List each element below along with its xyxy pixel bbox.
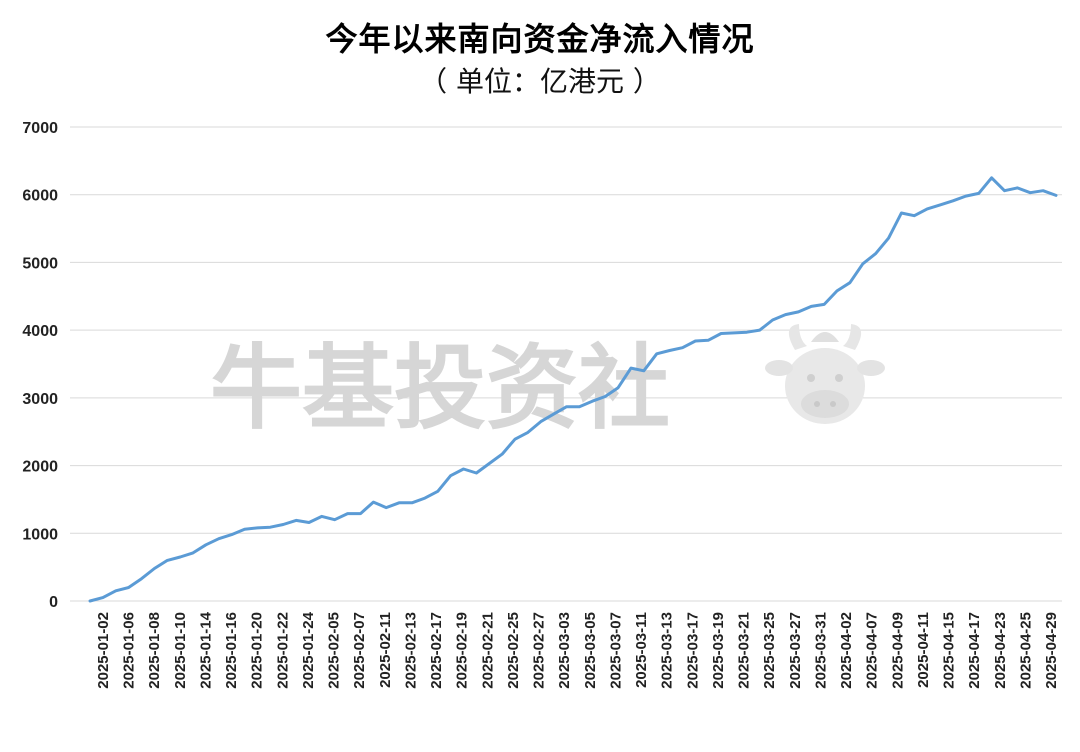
x-tick-label: 2025-03-27 <box>787 612 804 689</box>
x-tick-label: 2025-04-09 <box>889 612 906 689</box>
x-tick-label: 2025-04-23 <box>992 612 1009 689</box>
x-tick-label: 2025-04-02 <box>838 612 855 689</box>
x-tick-label: 2025-02-21 <box>479 612 496 689</box>
series-line-south-flow <box>88 176 1058 603</box>
x-tick-label: 2025-02-11 <box>377 612 394 688</box>
x-tick-label: 2025-01-06 <box>121 612 138 689</box>
y-tick-label: 6000 <box>22 188 58 205</box>
y-tick-label: 1000 <box>22 526 58 543</box>
x-tick-label: 2025-03-05 <box>582 612 599 689</box>
chart-subtitle: （ 单位：亿港元 ） <box>419 65 661 98</box>
x-tick-label: 2025-02-05 <box>326 612 343 689</box>
y-tick-label: 7000 <box>22 120 58 137</box>
x-tick-label: 2025-03-03 <box>556 612 573 689</box>
x-tick-label: 2025-03-31 <box>812 612 829 689</box>
x-tick-label: 2025-03-07 <box>607 612 624 689</box>
watermark: 牛基投资社 <box>210 324 885 442</box>
grid-lines <box>70 126 1062 534</box>
x-tick-label: 2025-04-25 <box>1017 612 1034 689</box>
x-tick-label: 2025-03-19 <box>710 612 727 689</box>
y-tick-label: 5000 <box>22 255 58 272</box>
x-tick-label: 2025-04-15 <box>941 612 958 689</box>
chart-title: 今年以来南向资金净流入情况 <box>325 20 755 58</box>
y-tick-label: 4000 <box>22 323 58 340</box>
x-tick-label: 2025-04-07 <box>864 612 881 689</box>
x-tick-label: 2025-03-11 <box>633 612 650 688</box>
x-tick-label: 2025-01-02 <box>95 612 112 689</box>
x-tick-label: 2025-04-11 <box>915 612 932 688</box>
y-tick-label: 2000 <box>22 459 58 476</box>
x-tick-label: 2025-02-19 <box>454 612 471 689</box>
y-tick-label: 0 <box>49 594 58 611</box>
x-tick-label: 2025-02-27 <box>531 612 548 689</box>
x-tick-label: 2025-02-25 <box>505 612 522 689</box>
x-tick-label: 2025-03-17 <box>684 612 701 689</box>
x-tick-label: 2025-04-29 <box>1043 612 1060 689</box>
x-tick-label: 2025-01-24 <box>300 611 317 688</box>
x-tick-label: 2025-03-25 <box>761 612 778 689</box>
bull-mascot-icon <box>765 324 885 424</box>
watermark-text: 牛基投资社 <box>210 335 670 442</box>
x-tick-label: 2025-02-17 <box>428 612 445 689</box>
x-tick-label: 2025-01-16 <box>223 612 240 689</box>
x-tick-label: 2025-02-07 <box>351 612 368 689</box>
x-tick-label: 2025-01-20 <box>249 612 266 689</box>
x-tick-label: 2025-01-10 <box>172 612 189 689</box>
x-tick-label: 2025-03-21 <box>736 612 753 689</box>
x-tick-label: 2025-01-14 <box>197 611 214 688</box>
x-axis: 2025-01-02 2025-01-06 2025-01-08 2025-01-10… <box>95 611 1060 688</box>
y-axis: 0 1000 2000 3000 4000 5000 6000 7000 <box>22 120 58 611</box>
x-tick-label: 2025-04-17 <box>966 612 983 689</box>
x-tick-label: 2025-01-08 <box>146 612 163 689</box>
y-tick-label: 3000 <box>22 391 58 408</box>
x-tick-label: 2025-02-13 <box>402 612 419 689</box>
x-tick-label: 2025-03-13 <box>659 612 676 689</box>
x-tick-label: 2025-01-22 <box>274 612 291 689</box>
